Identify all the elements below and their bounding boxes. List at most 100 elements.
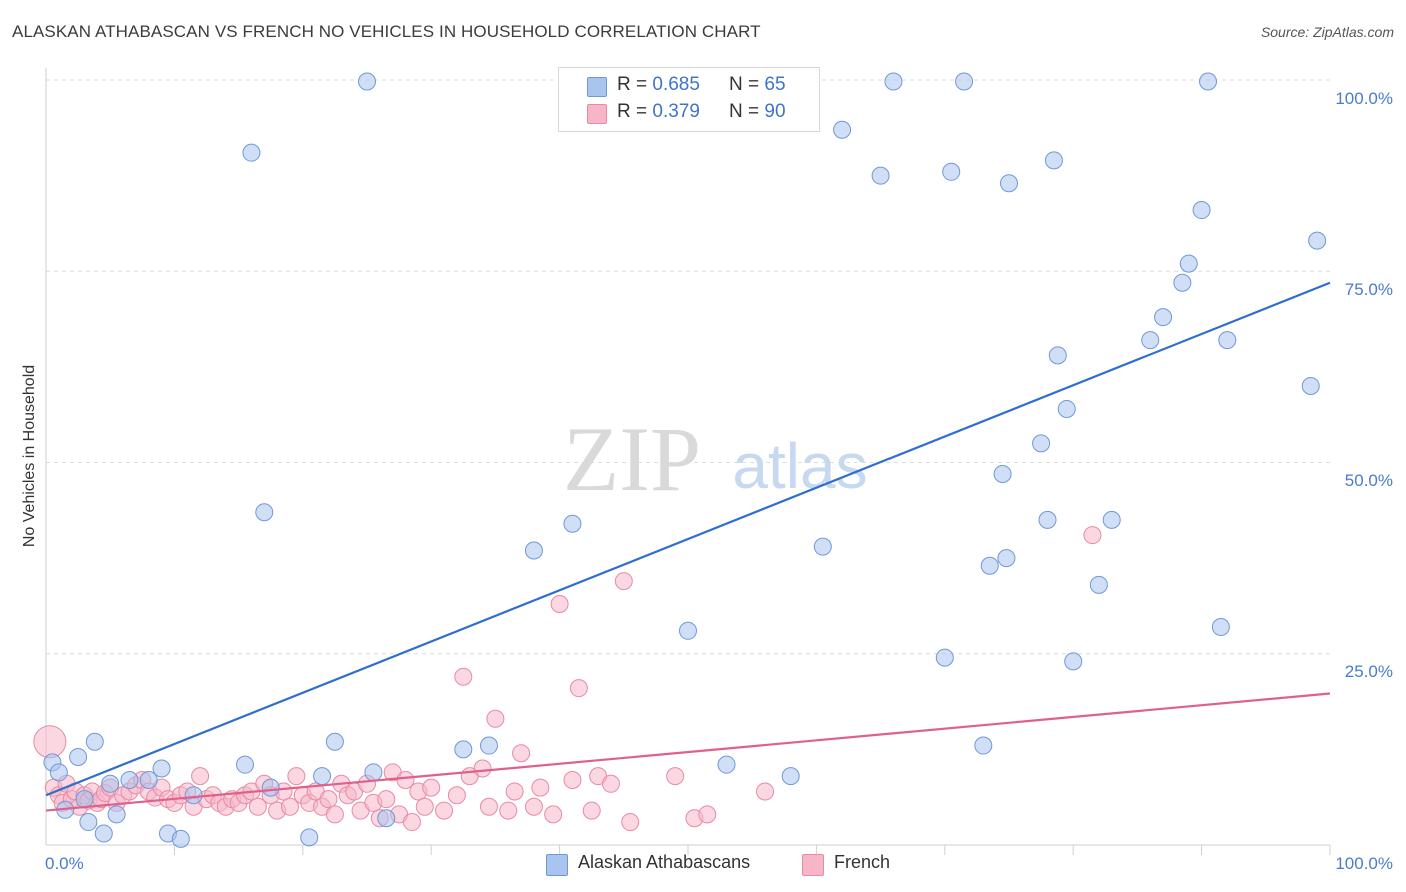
watermark-zip: ZIP	[563, 408, 701, 510]
athabascan-point	[120, 770, 139, 789]
athabascan-trend-line	[45, 281, 1331, 797]
french-point	[435, 801, 454, 820]
legend-r-label: R =	[617, 74, 648, 95]
bottom-legend-label: Alaskan Athabascans	[578, 852, 751, 872]
athabascan-point	[85, 732, 104, 751]
athabascan-point	[1057, 399, 1076, 418]
y-tick-label: 50.0%	[1345, 471, 1393, 490]
french-point	[396, 770, 415, 789]
athabascan-point	[1000, 174, 1018, 193]
french-point	[621, 813, 640, 832]
athabascan-point	[49, 763, 68, 782]
athabascan-point	[1154, 308, 1173, 327]
french-point	[486, 709, 505, 728]
legend-r-value: 0.379	[652, 101, 700, 122]
athabascan-point	[261, 778, 280, 797]
french-point	[601, 774, 620, 793]
athabascan-point	[454, 740, 473, 759]
athabascan-point	[1192, 201, 1211, 220]
french-point	[33, 725, 67, 759]
french-point	[531, 778, 550, 797]
athabascan-point	[1089, 575, 1108, 594]
athabascan-point	[1308, 231, 1327, 250]
athabascan-point	[833, 120, 852, 139]
athabascan-point	[139, 770, 158, 789]
athabascan-point	[1218, 331, 1237, 350]
legend-n-value: 90	[764, 101, 786, 122]
source-label: Source: ZipAtlas.com	[1260, 24, 1394, 40]
athabascan-point	[364, 763, 383, 782]
x-tick-label: 100.0%	[1335, 854, 1393, 873]
athabascan-point	[1102, 510, 1121, 529]
legend-row-athabascan: R = 0.685 N = 65	[559, 74, 819, 100]
french-point	[666, 767, 685, 786]
french-point	[582, 801, 601, 820]
athabascan-point	[325, 732, 344, 751]
french-point	[402, 813, 421, 832]
athabascan-point	[184, 786, 203, 805]
athabascan-point	[813, 537, 832, 556]
athabascan-point	[1048, 346, 1067, 365]
athabascan-point	[171, 829, 190, 848]
athabascan-point	[1064, 652, 1083, 671]
bottom-legend-swatch-blue	[546, 854, 568, 876]
axes	[45, 68, 1331, 855]
athabascan-point	[563, 514, 582, 533]
french-point	[569, 679, 588, 698]
french-point	[505, 782, 524, 801]
french-point	[287, 767, 306, 786]
watermark: ZIP atlas	[563, 408, 868, 510]
french-point	[415, 797, 434, 816]
y-axis-label: No Vehicles in Household	[21, 365, 38, 547]
french-point	[1083, 526, 1102, 545]
french-point	[454, 667, 473, 686]
legend-n-label: N =	[729, 101, 760, 122]
athabascan-point	[974, 736, 993, 755]
athabascan-point	[1173, 273, 1192, 292]
french-point	[544, 805, 563, 824]
athabascan-point	[79, 813, 98, 832]
athabascan-point	[1038, 510, 1057, 529]
chart-title: ALASKAN ATHABASCAN VS FRENCH NO VEHICLES…	[12, 22, 761, 41]
x-tick-label: 0.0%	[45, 854, 84, 873]
athabascan-point	[479, 736, 498, 755]
athabascan-point	[679, 621, 697, 640]
athabascan-point	[358, 72, 376, 91]
legend-row-french: R = 0.379 N = 90	[559, 101, 819, 127]
legend-swatch-blue	[587, 77, 607, 97]
french-point	[377, 790, 396, 809]
athabascan-point	[1032, 434, 1051, 453]
legend-swatch-pink	[587, 104, 607, 124]
trend-lines	[45, 281, 1331, 812]
athabascan-point	[993, 464, 1012, 483]
grid-lines	[46, 79, 1330, 655]
french-point	[614, 572, 633, 591]
y-tick-label: 25.0%	[1345, 662, 1393, 681]
athabascan-point	[107, 805, 126, 824]
french-point	[473, 759, 492, 778]
bottom-legend-swatch-pink	[802, 854, 824, 876]
athabascan-point	[242, 143, 261, 162]
athabascan-points	[43, 72, 1327, 848]
athabascan-point	[935, 648, 954, 667]
french-point	[248, 797, 267, 816]
tick-labels: 100.0% 75.0% 50.0% 25.0% 0.0% 100.0%	[45, 89, 1393, 873]
athabascan-point	[313, 767, 332, 786]
french-point	[447, 786, 466, 805]
athabascan-point	[94, 824, 113, 843]
athabascan-point	[1301, 377, 1320, 395]
french-point	[563, 770, 582, 789]
y-tick-label: 100.0%	[1335, 89, 1393, 108]
athabascan-point	[377, 809, 396, 828]
athabascan-point	[1179, 254, 1198, 273]
french-point	[280, 797, 299, 816]
athabascan-point	[1044, 151, 1063, 170]
athabascan-point	[69, 748, 88, 767]
french-point	[698, 805, 717, 824]
french-point	[191, 767, 210, 786]
french-point	[499, 801, 518, 820]
athabascan-point	[955, 72, 974, 91]
athabascan-point	[1199, 72, 1218, 91]
legend-n-label: N =	[729, 74, 760, 95]
athabascan-point	[997, 549, 1016, 568]
